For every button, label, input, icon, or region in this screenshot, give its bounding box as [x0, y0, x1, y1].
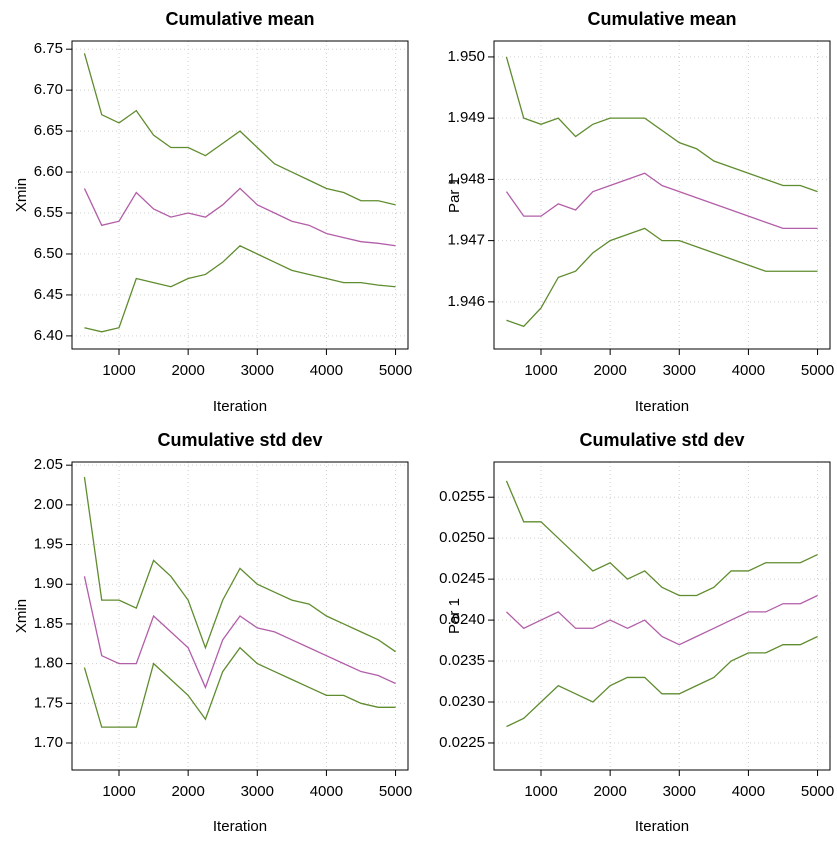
plot-frame — [493, 40, 831, 350]
series-line — [83, 187, 396, 247]
y-tick-label: 6.45 — [34, 286, 63, 303]
y-tick-label: 0.0255 — [439, 488, 485, 505]
plot-frame — [71, 461, 409, 771]
y-tick-label: 6.40 — [34, 327, 63, 344]
x-tick-label: 5000 — [379, 362, 412, 379]
x-tick-label: 4000 — [732, 362, 765, 379]
x-tick-label: 4000 — [310, 362, 343, 379]
x-tick-label: 2000 — [171, 362, 204, 379]
series-line — [506, 227, 818, 328]
panel-title: Cumulative std dev — [579, 430, 744, 450]
y-axis-label: Xmin — [13, 599, 30, 633]
x-axis-label: Iteration — [635, 818, 689, 835]
y-axis-label: Par 1 — [446, 177, 463, 213]
x-tick-label: 5000 — [801, 783, 834, 800]
y-tick-label: 2.05 — [34, 456, 63, 473]
panel-title: Cumulative mean — [587, 9, 736, 29]
y-axis-label: Xmin — [13, 178, 30, 212]
y-tick-label: 1.950 — [447, 48, 485, 65]
series-line — [83, 646, 396, 728]
panel: Cumulative std dev Iteration Par 1 1000 2000… — [439, 430, 834, 835]
x-tick-label: 5000 — [801, 362, 834, 379]
x-tick-label: 1000 — [102, 783, 135, 800]
y-tick-label: 6.70 — [34, 81, 63, 98]
series-line — [505, 172, 818, 230]
plot-frame — [71, 40, 409, 350]
y-tick-label: 6.55 — [34, 204, 63, 221]
panel-title: Cumulative std dev — [157, 430, 322, 450]
x-tick-label: 3000 — [663, 783, 696, 800]
y-tick-label: 0.0235 — [439, 652, 485, 669]
y-tick-label: 1.90 — [34, 575, 63, 592]
x-tick-label: 1000 — [524, 783, 557, 800]
y-tick-label: 1.70 — [34, 734, 63, 751]
y-tick-label: 0.0230 — [439, 693, 485, 710]
y-tick-label: 1.95 — [34, 536, 63, 553]
series-line — [506, 635, 818, 728]
series-line — [505, 480, 818, 597]
y-tick-label: 1.85 — [34, 615, 63, 632]
x-tick-label: 3000 — [663, 362, 696, 379]
y-tick-label: 6.60 — [34, 163, 63, 180]
y-tick-label: 0.0240 — [439, 611, 485, 628]
plot-frame — [493, 461, 831, 771]
y-tick-label: 6.65 — [34, 122, 63, 139]
x-axis-label: Iteration — [635, 398, 689, 415]
series-line — [83, 53, 396, 206]
panel-title: Cumulative mean — [165, 9, 314, 29]
y-axis-label: Par 1 — [446, 598, 463, 634]
y-tick-label: 1.75 — [34, 694, 63, 711]
x-tick-label: 5000 — [379, 783, 412, 800]
x-axis-label: Iteration — [213, 398, 267, 415]
x-tick-label: 4000 — [310, 783, 343, 800]
y-tick-label: 1.948 — [447, 170, 485, 187]
panel: Cumulative std dev Iteration Xmin 1000 2000 3… — [13, 430, 412, 835]
panel: Cumulative mean Iteration Par 1 1000 2000 300… — [446, 9, 834, 415]
series-line — [505, 594, 818, 646]
x-axis-label: Iteration — [213, 818, 267, 835]
panel: Cumulative mean Iteration Xmin 1000 2000 3000… — [13, 9, 412, 415]
y-tick-label: 6.50 — [34, 245, 63, 262]
y-tick-label: 1.947 — [447, 232, 485, 249]
x-tick-label: 3000 — [241, 783, 274, 800]
series-line — [84, 245, 396, 333]
y-tick-label: 0.0245 — [439, 570, 485, 587]
x-tick-label: 3000 — [241, 362, 274, 379]
y-tick-label: 0.0225 — [439, 734, 485, 751]
series-line — [83, 576, 396, 690]
x-tick-label: 2000 — [593, 362, 626, 379]
y-tick-label: 2.00 — [34, 496, 63, 513]
y-tick-label: 6.75 — [34, 40, 63, 57]
y-tick-label: 0.0250 — [439, 529, 485, 546]
x-tick-label: 2000 — [171, 783, 204, 800]
y-tick-label: 1.80 — [34, 655, 63, 672]
y-tick-label: 1.946 — [447, 293, 485, 310]
x-tick-label: 2000 — [593, 783, 626, 800]
x-tick-label: 1000 — [524, 362, 557, 379]
y-tick-label: 1.949 — [447, 109, 485, 126]
series-line — [83, 476, 396, 653]
x-tick-label: 4000 — [732, 783, 765, 800]
series-line — [505, 56, 818, 193]
x-tick-label: 1000 — [102, 362, 135, 379]
